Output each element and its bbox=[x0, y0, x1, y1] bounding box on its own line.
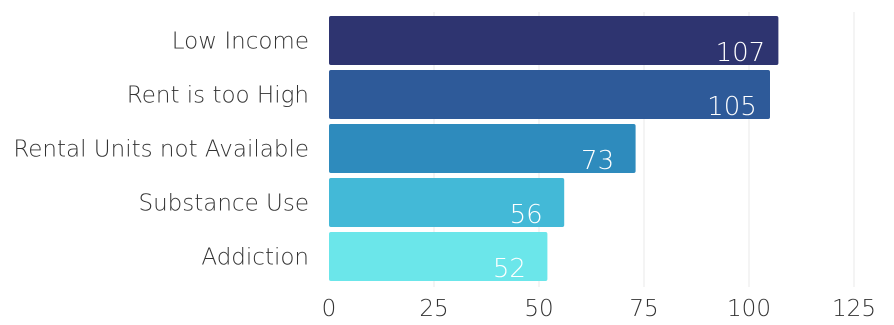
x-tick-label-25: 25 bbox=[419, 296, 448, 322]
x-tick-label-125: 125 bbox=[832, 296, 876, 322]
data-label-5: 52 bbox=[493, 254, 526, 284]
category-label-2: Rent is too High bbox=[127, 83, 309, 109]
x-tick-label-0: 0 bbox=[322, 296, 337, 322]
bar-1 bbox=[329, 16, 779, 65]
data-label-1: 107 bbox=[716, 38, 766, 68]
category-label-3: Rental Units not Available bbox=[13, 137, 309, 163]
x-tick-label-100: 100 bbox=[727, 296, 771, 322]
x-axis-tick-labels: 0 25 50 75 100 125 bbox=[322, 296, 876, 322]
bar-4 bbox=[329, 178, 565, 227]
data-label-4: 56 bbox=[510, 200, 543, 230]
category-label-1: Low Income bbox=[172, 29, 309, 55]
bars bbox=[329, 16, 779, 281]
data-label-2: 105 bbox=[707, 92, 757, 122]
data-labels: 107 105 73 56 52 bbox=[493, 38, 765, 284]
category-label-5: Addiction bbox=[201, 245, 309, 271]
x-tick-label-50: 50 bbox=[524, 296, 553, 322]
bar-5 bbox=[329, 232, 548, 281]
category-labels: Low Income Rent is too High Rental Units n… bbox=[13, 29, 309, 271]
bar-2 bbox=[329, 70, 770, 119]
category-label-4: Substance Use bbox=[138, 191, 309, 217]
data-label-3: 73 bbox=[581, 146, 614, 176]
x-tick-label-75: 75 bbox=[629, 296, 658, 322]
bar-3 bbox=[329, 124, 636, 173]
